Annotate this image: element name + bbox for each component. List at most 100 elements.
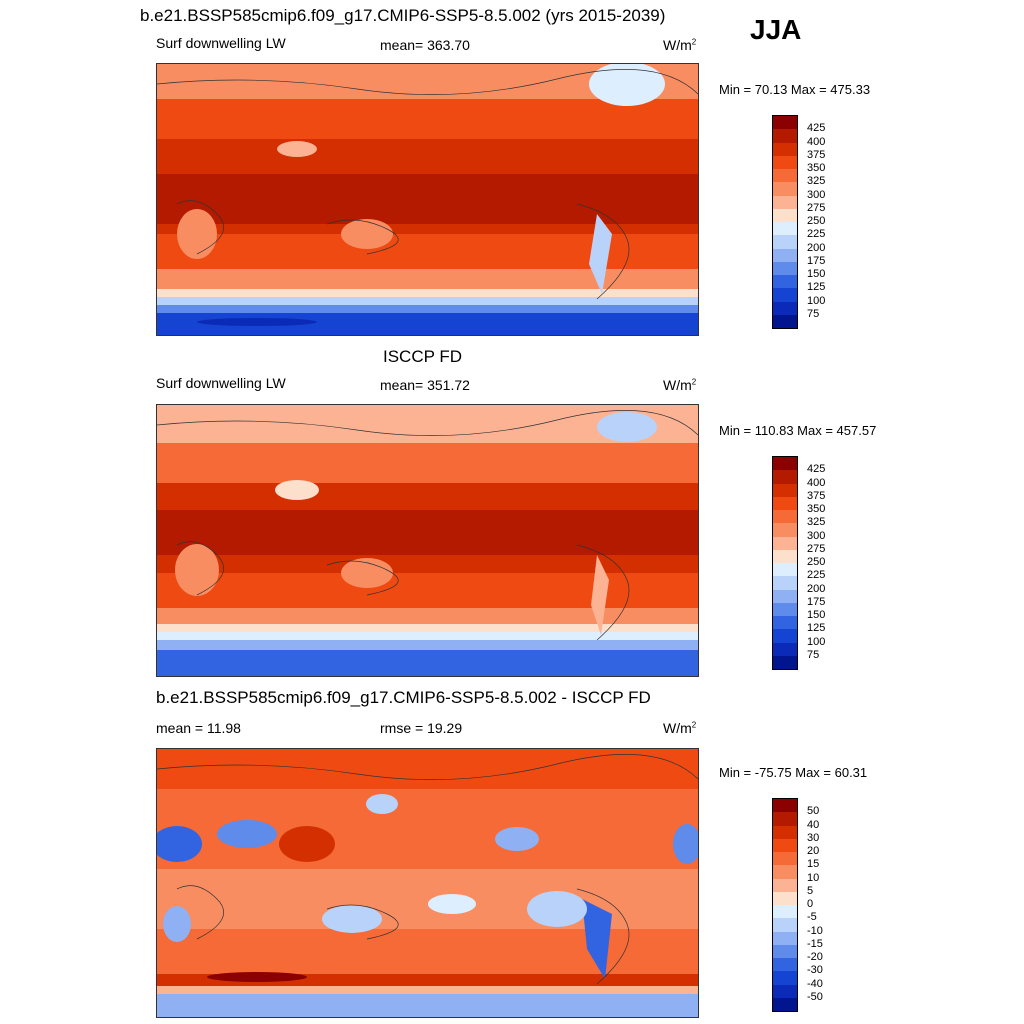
colorbar-tick-label: -5 bbox=[807, 911, 817, 924]
panel3-mean-label: mean = 11.98 bbox=[156, 720, 241, 736]
colorbar-segment bbox=[773, 918, 797, 932]
panel3-title: b.e21.BSSP585cmip6.f09_g17.CMIP6-SSP5-8.… bbox=[156, 688, 651, 707]
colorbar-segment bbox=[773, 301, 797, 315]
panel3-colorbar bbox=[772, 798, 798, 1012]
colorbar-tick-label: 0 bbox=[807, 898, 814, 910]
colorbar-segment bbox=[773, 958, 797, 972]
colorbar-segment bbox=[773, 483, 797, 497]
panel1-map bbox=[156, 63, 699, 336]
colorbar-tick-label: 100 bbox=[807, 294, 826, 307]
colorbar-segment bbox=[773, 812, 797, 826]
colorbar-tick-label: 125 bbox=[807, 622, 826, 635]
colorbar-tick-label: -30 bbox=[807, 964, 823, 977]
colorbar-segment bbox=[773, 655, 797, 669]
colorbar-segment bbox=[773, 563, 797, 577]
colorbar-segment bbox=[773, 288, 797, 302]
panel3-minmax: Min = -75.75 Max = 60.31 bbox=[719, 765, 868, 780]
colorbar-segment bbox=[773, 235, 797, 249]
colorbar-segment bbox=[773, 997, 797, 1011]
colorbar-segment bbox=[773, 865, 797, 879]
colorbar-tick-label: 300 bbox=[807, 529, 826, 542]
colorbar-tick-label: 425 bbox=[807, 463, 826, 476]
colorbar-tick-label: 250 bbox=[807, 556, 826, 568]
colorbar-segment bbox=[773, 142, 797, 156]
colorbar-segment bbox=[773, 470, 797, 484]
colorbar-tick-label: -20 bbox=[807, 951, 823, 963]
colorbar-tick-label: 300 bbox=[807, 188, 826, 201]
colorbar-segment bbox=[773, 944, 797, 958]
panel1-minmax: Min = 70.13 Max = 475.33 bbox=[719, 82, 871, 97]
colorbar-tick-label: 425 bbox=[807, 122, 826, 135]
colorbar-tick-label: 275 bbox=[807, 542, 826, 555]
panel1-units: W/m2 bbox=[663, 37, 697, 53]
colorbar-segment bbox=[773, 629, 797, 643]
panel3-rmse-label: rmse = 19.29 bbox=[380, 720, 463, 736]
panel1-colorbar bbox=[772, 115, 798, 329]
colorbar-segment bbox=[773, 838, 797, 852]
colorbar-tick-label: 175 bbox=[807, 595, 826, 608]
colorbar-tick-label: 200 bbox=[807, 241, 826, 254]
colorbar-segment bbox=[773, 984, 797, 998]
colorbar-tick-label: 150 bbox=[807, 268, 826, 280]
colorbar-segment bbox=[773, 825, 797, 839]
colorbar-segment bbox=[773, 248, 797, 262]
panel2-map bbox=[156, 404, 699, 677]
colorbar-segment bbox=[773, 799, 797, 813]
colorbar-segment bbox=[773, 576, 797, 590]
colorbar-segment bbox=[773, 182, 797, 196]
colorbar-segment bbox=[773, 275, 797, 289]
panel2-minmax: Min = 110.83 Max = 457.57 bbox=[719, 423, 877, 438]
colorbar-tick-label: 375 bbox=[807, 148, 826, 161]
season-label: JJA bbox=[750, 14, 802, 45]
colorbar-segment bbox=[773, 129, 797, 143]
colorbar-segment bbox=[773, 510, 797, 524]
panel2-colorbar bbox=[772, 456, 798, 670]
colorbar-tick-label: -15 bbox=[807, 937, 823, 950]
colorbar-segment bbox=[773, 891, 797, 905]
colorbar-segment bbox=[773, 549, 797, 563]
colorbar-segment bbox=[773, 905, 797, 919]
colorbar-tick-label: -40 bbox=[807, 977, 823, 990]
colorbar-segment bbox=[773, 169, 797, 183]
colorbar-tick-label: 50 bbox=[807, 805, 820, 818]
colorbar-segment bbox=[773, 536, 797, 550]
panel2-title: ISCCP FD bbox=[383, 347, 463, 366]
colorbar-tick-label: 5 bbox=[807, 884, 814, 897]
colorbar-tick-label: 400 bbox=[807, 476, 826, 489]
colorbar-tick-label: 40 bbox=[807, 818, 820, 831]
colorbar-tick-label: 400 bbox=[807, 135, 826, 148]
colorbar-segment bbox=[773, 116, 797, 130]
colorbar-segment bbox=[773, 616, 797, 630]
panel2-variable-label: Surf downwelling LW bbox=[156, 375, 286, 391]
colorbar-tick-label: 200 bbox=[807, 582, 826, 595]
colorbar-tick-label: -50 bbox=[807, 990, 823, 1003]
panel1-variable-label: Surf downwelling LW bbox=[156, 35, 286, 51]
colorbar-segment bbox=[773, 496, 797, 510]
panel2-units: W/m2 bbox=[663, 377, 697, 393]
colorbar-segment bbox=[773, 878, 797, 892]
colorbar-tick-label: 100 bbox=[807, 635, 826, 648]
panel2-mean-label: mean= 351.72 bbox=[380, 377, 470, 393]
colorbar-tick-label: 325 bbox=[807, 175, 826, 188]
colorbar-tick-label: 15 bbox=[807, 858, 820, 871]
colorbar-segment bbox=[773, 971, 797, 985]
colorbar-tick-label: -10 bbox=[807, 924, 823, 937]
colorbar-segment bbox=[773, 642, 797, 656]
colorbar-tick-label: 150 bbox=[807, 609, 826, 621]
colorbar-tick-label: 250 bbox=[807, 215, 826, 227]
colorbar-tick-label: 125 bbox=[807, 281, 826, 294]
colorbar-segment bbox=[773, 852, 797, 866]
colorbar-tick-label: 225 bbox=[807, 228, 826, 241]
panel3-units: W/m2 bbox=[663, 720, 697, 736]
colorbar-segment bbox=[773, 314, 797, 328]
colorbar-tick-label: 30 bbox=[807, 831, 820, 844]
colorbar-tick-label: 225 bbox=[807, 569, 826, 582]
colorbar-tick-label: 10 bbox=[807, 871, 820, 884]
colorbar-tick-label: 350 bbox=[807, 503, 826, 515]
colorbar-tick-label: 375 bbox=[807, 489, 826, 502]
colorbar-segment bbox=[773, 523, 797, 537]
panel1-mean-label: mean= 363.70 bbox=[380, 37, 470, 53]
panel2-map-svg bbox=[157, 405, 698, 676]
colorbar-segment bbox=[773, 931, 797, 945]
colorbar-segment bbox=[773, 602, 797, 616]
